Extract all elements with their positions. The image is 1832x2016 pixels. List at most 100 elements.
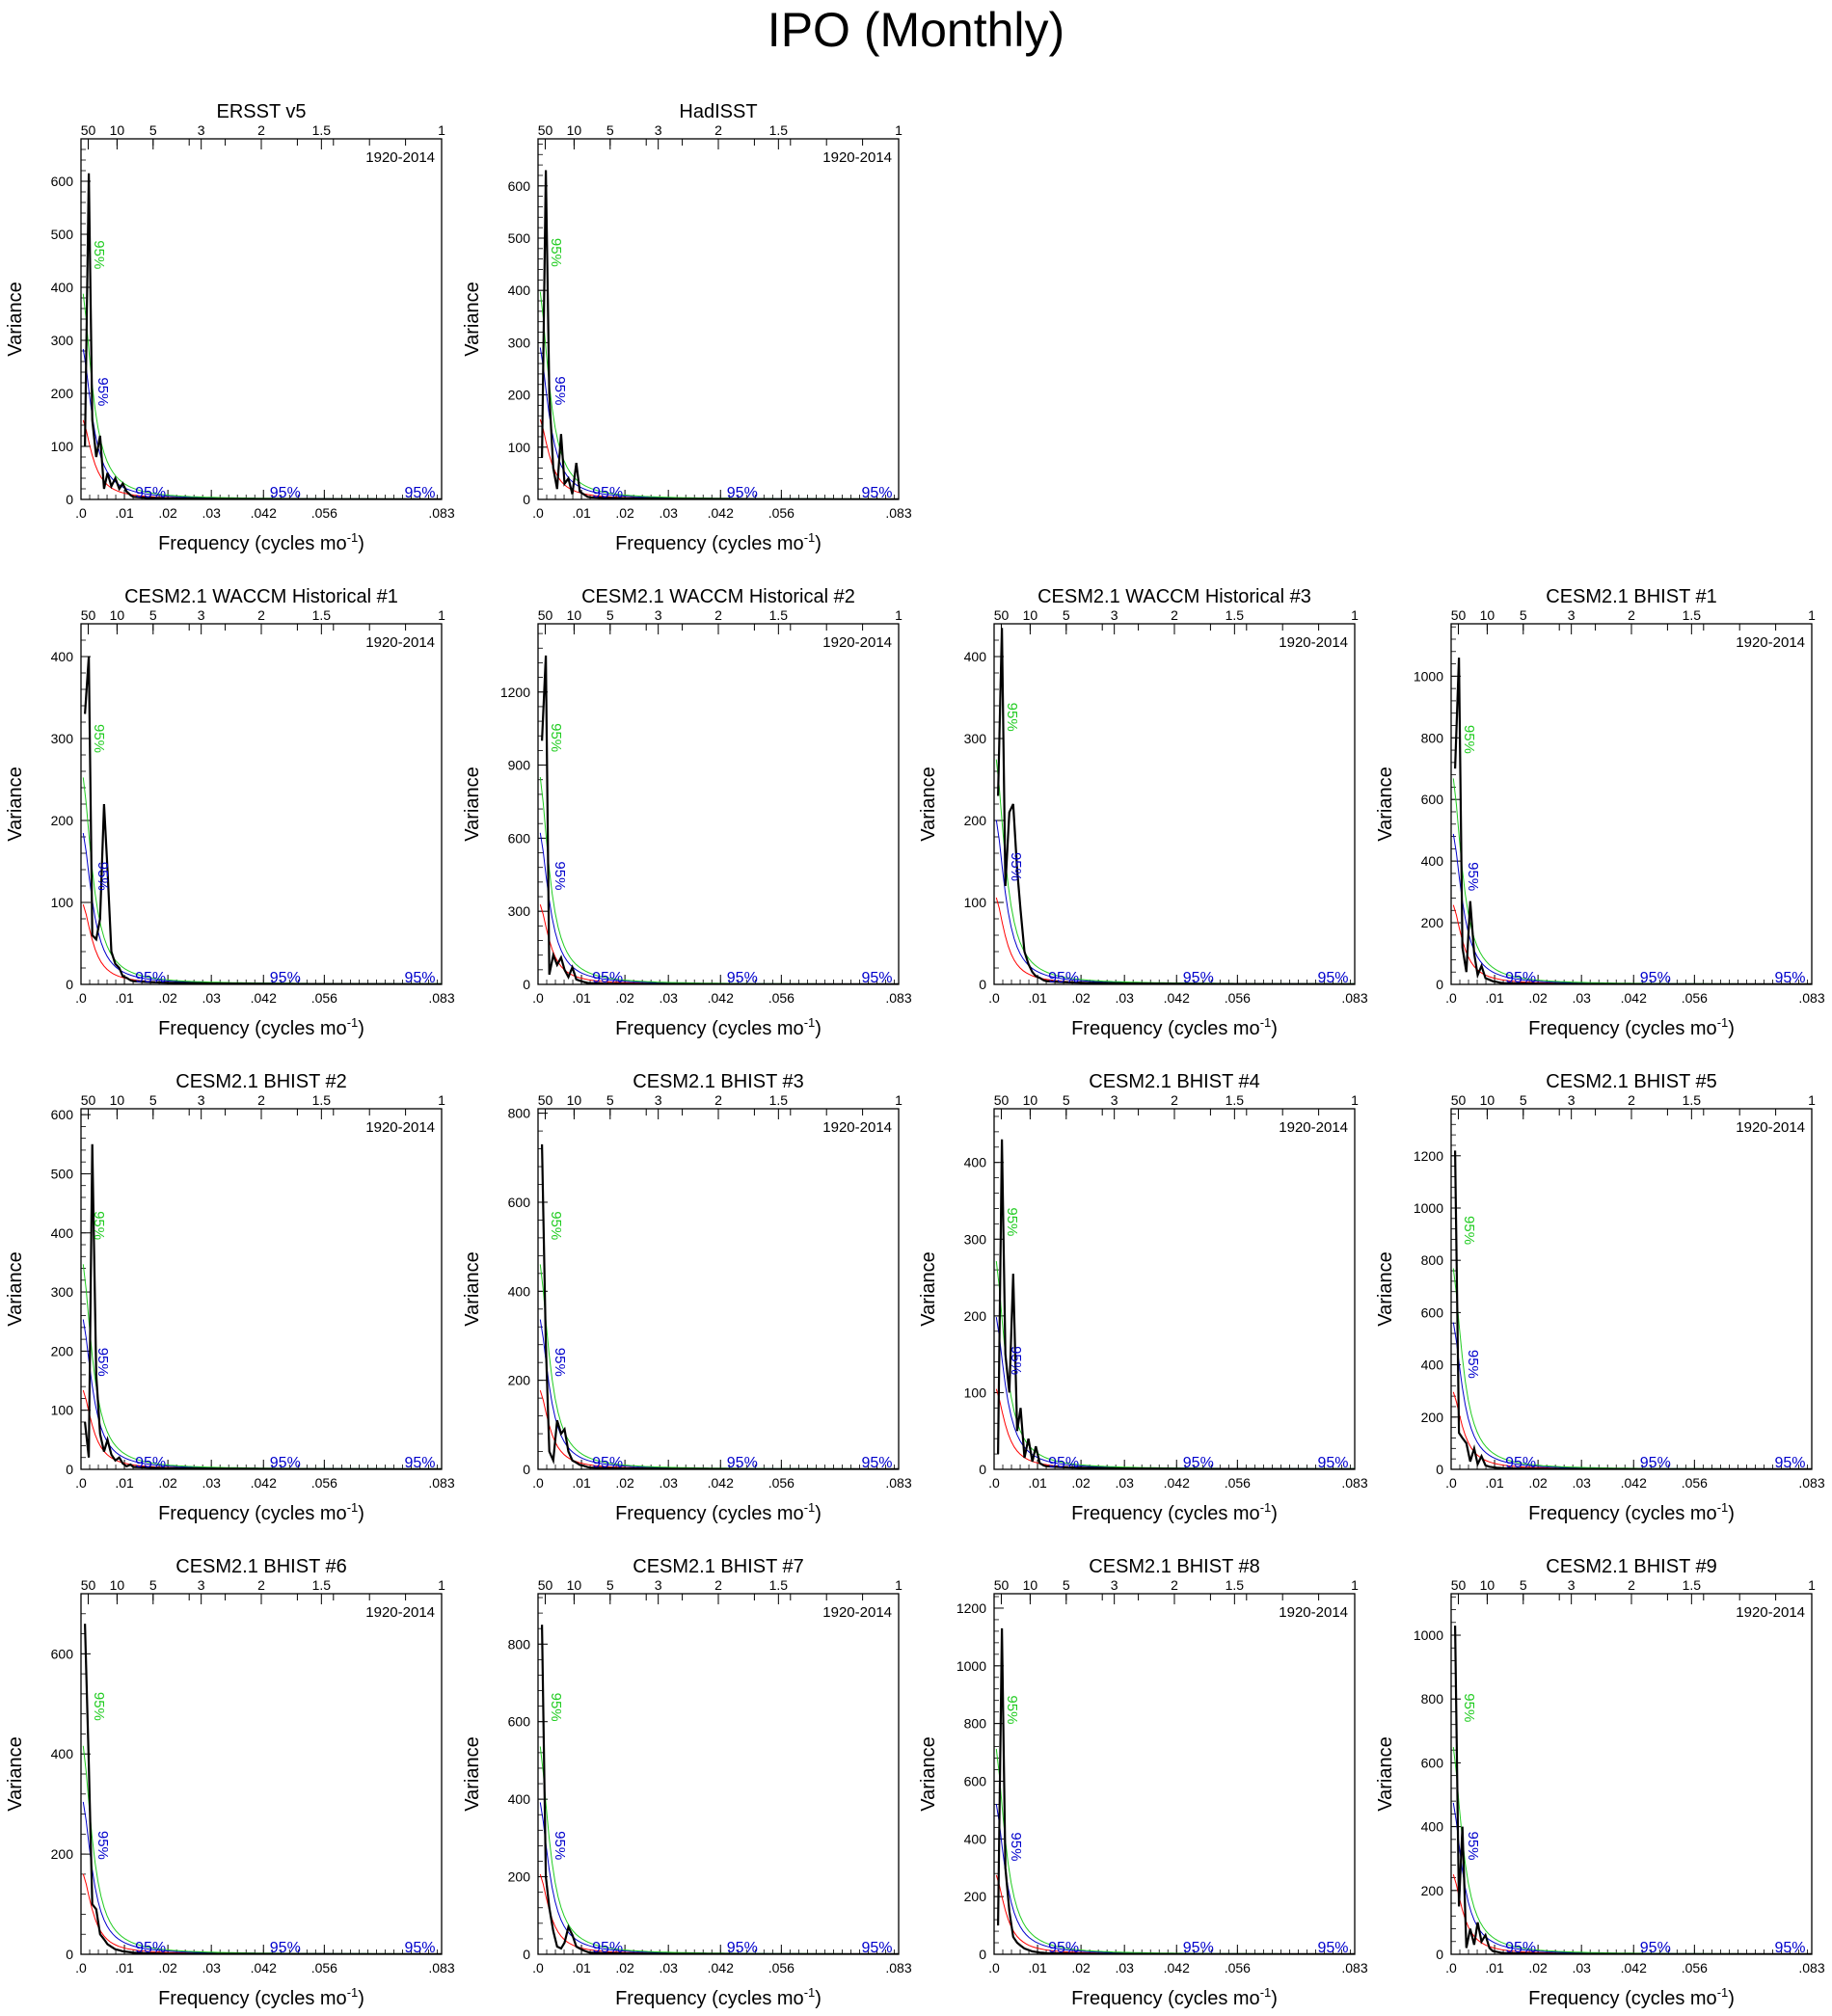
y-tick-label: 400 (1421, 853, 1444, 869)
x-tick-label: .042 (251, 990, 277, 1006)
y-axis-label: Variance (462, 282, 483, 356)
confidence-label-vertical: 95% (1008, 852, 1024, 881)
period-tick-label: 3 (1568, 1092, 1576, 1108)
x-tick-label: .0 (75, 1475, 87, 1491)
y-tick-label: 600 (508, 1195, 531, 1210)
confidence-label: 95% (404, 1940, 435, 1956)
confidence-label-vertical: 95% (1465, 862, 1481, 891)
period-tick-label: 1 (1808, 607, 1816, 623)
y-tick-label: 200 (964, 813, 987, 828)
period-tick-label: 5 (149, 1577, 157, 1593)
confidence-curve-blue (82, 1319, 442, 1469)
x-tick-label: .02 (158, 990, 177, 1006)
x-tick-label: .083 (1798, 1475, 1824, 1491)
period-tick-label: 1.5 (312, 1577, 332, 1593)
y-tick-label: 400 (51, 1746, 74, 1761)
curve-layer (1452, 1150, 1812, 1469)
y-tick-label: 200 (51, 386, 74, 401)
x-tick-label: .03 (1115, 990, 1134, 1006)
x-tick-label: .042 (251, 505, 277, 521)
plot-frame (993, 1108, 1356, 1470)
y-tick-label: 1000 (1414, 668, 1443, 684)
period-tick-label: 1.5 (312, 1092, 332, 1108)
y-tick-label: 800 (508, 1106, 531, 1121)
confidence-curve-blue (1452, 1322, 1812, 1469)
y-tick-label: 0 (979, 1462, 986, 1477)
period-tick-label: 3 (1568, 607, 1576, 623)
period-tick-label: 50 (81, 122, 96, 138)
confidence-label-vertical: 95% (94, 862, 111, 891)
y-tick-label: 1000 (1414, 1200, 1443, 1216)
x-tick-label: .083 (428, 1475, 454, 1491)
period-tick-label: 50 (1451, 607, 1467, 623)
confidence-curve-green (1452, 778, 1812, 984)
x-tick-label: .042 (1164, 1475, 1190, 1491)
period-annotation: 1920-2014 (822, 1119, 892, 1136)
period-tick-label: 5 (1520, 607, 1527, 623)
y-tick-label: 400 (51, 649, 74, 664)
confidence-label: 95% (1048, 1455, 1079, 1471)
x-tick-label: .0 (1445, 990, 1457, 1006)
spectrum-line (997, 628, 1355, 984)
y-tick-label: 0 (1436, 1947, 1443, 1962)
plot-frame (537, 1593, 900, 1955)
y-tick-label: 400 (964, 1155, 987, 1170)
confidence-label: 95% (727, 1940, 758, 1956)
period-tick-label: 5 (606, 122, 614, 138)
period-annotation: 1920-2014 (365, 634, 435, 651)
x-tick-label: .03 (1572, 1960, 1591, 1976)
x-tick-label: .0 (532, 1475, 544, 1491)
x-tick-label: .03 (659, 990, 678, 1006)
x-tick-label: .042 (1164, 990, 1190, 1006)
chart-panel: CESM2.1 WACCM Historical #2 50 10 5 3 2 1.5 1 .0… (462, 586, 912, 1039)
y-tick-label: 200 (1421, 1883, 1444, 1898)
spectrum-line (1454, 1150, 1812, 1469)
confidence-label-vertical: 95% (91, 1211, 107, 1240)
y-axis-label: Variance (5, 1251, 26, 1326)
x-tick-label: .042 (708, 1960, 734, 1976)
confidence-curve-green (82, 777, 442, 984)
period-tick-label: 50 (1451, 1577, 1467, 1593)
period-tick-label: 5 (149, 122, 157, 138)
confidence-label-vertical: 95% (552, 1831, 568, 1860)
y-tick-label: 400 (51, 280, 74, 295)
curve-layer (82, 1624, 442, 1954)
x-tick-label: .083 (1798, 990, 1824, 1006)
confidence-label: 95% (270, 485, 301, 501)
confidence-label-vertical: 95% (94, 1348, 111, 1377)
confidence-curve-green (539, 776, 899, 984)
panel-title: CESM2.1 BHIST #3 (633, 1071, 803, 1092)
confidence-label: 95% (270, 1455, 301, 1471)
confidence-label-vertical: 95% (1465, 1350, 1481, 1379)
period-tick-label: 50 (81, 607, 96, 623)
panel-title: CESM2.1 BHIST #6 (175, 1556, 346, 1577)
period-tick-label: 5 (1520, 1092, 1527, 1108)
confidence-curve-green (82, 1264, 442, 1469)
period-tick-label: 10 (110, 122, 125, 138)
curve-layer (82, 656, 442, 984)
y-tick-label: 300 (51, 731, 74, 746)
spectrum-line (84, 173, 442, 499)
x-tick-label: .042 (1621, 990, 1647, 1006)
period-annotation: 1920-2014 (365, 1119, 435, 1136)
period-tick-label: 1.5 (1683, 607, 1702, 623)
period-tick-label: 2 (1628, 607, 1635, 623)
x-tick-label: .056 (311, 1960, 337, 1976)
x-tick-label: .0 (988, 990, 1000, 1006)
period-tick-label: 50 (538, 1577, 553, 1593)
x-tick-label: .083 (885, 1960, 911, 1976)
period-tick-label: 10 (567, 1092, 582, 1108)
x-tick-label: .02 (1071, 1960, 1091, 1976)
chart-panel: CESM2.1 BHIST #7 50 10 5 3 2 1.5 1 .0 .01 .02 .03 .0… (462, 1556, 912, 2009)
y-tick-label: 0 (523, 977, 530, 992)
y-tick-label: 800 (1421, 1691, 1444, 1707)
period-tick-label: 2 (257, 607, 265, 623)
period-tick-label: 2 (257, 1092, 265, 1108)
y-tick-label: 0 (523, 1947, 530, 1962)
panel-title: CESM2.1 WACCM Historical #3 (1037, 586, 1311, 607)
period-tick-label: 1 (1808, 1577, 1816, 1593)
x-tick-label: .083 (885, 990, 911, 1006)
confidence-label: 95% (1505, 1940, 1536, 1956)
period-tick-label: 1.5 (1683, 1092, 1702, 1108)
period-tick-label: 10 (1480, 1092, 1495, 1108)
